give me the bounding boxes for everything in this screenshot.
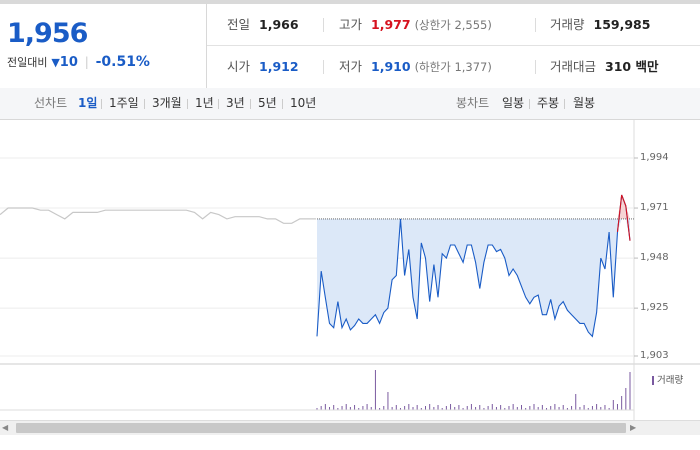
change-row: 전일대비 ▼10 | -0.51% xyxy=(7,54,150,70)
divider xyxy=(282,99,283,109)
prev-day-path xyxy=(0,207,316,224)
amount-label: 거래대금 xyxy=(550,59,597,74)
price-summary: 1,956 전일대비 ▼10 | -0.51% 전일 1,966 고가 1,977(… xyxy=(0,4,700,89)
price-chart-svg xyxy=(0,120,700,420)
today-up-segment xyxy=(625,205,631,241)
today-up-segment xyxy=(621,194,627,207)
scroll-right-arrow-icon[interactable]: ▶ xyxy=(630,423,637,432)
prev-day-line xyxy=(0,207,316,224)
scroll-left-arrow-icon[interactable]: ◀ xyxy=(2,423,9,432)
divider xyxy=(101,99,102,109)
line-chart-caption: 선차트 xyxy=(34,96,68,110)
tab-3y[interactable]: 3년 xyxy=(226,96,245,110)
y-tick-label: 1,948 xyxy=(640,252,669,264)
prev-close-value: 1,966 xyxy=(259,17,299,32)
today-line xyxy=(316,194,634,338)
tab-1y[interactable]: 1년 xyxy=(195,96,214,110)
open-label: 시가 xyxy=(227,59,251,74)
y-tick-label: 1,971 xyxy=(640,202,669,214)
horizontal-scrollbar[interactable]: ◀ ▶ xyxy=(0,420,700,435)
lower-limit: (하한가 1,377) xyxy=(414,60,492,74)
divider xyxy=(323,18,324,32)
divider xyxy=(323,60,324,74)
volume-label: 거래량 xyxy=(550,17,585,32)
volume-value: 159,985 xyxy=(593,17,651,32)
divider xyxy=(529,99,530,109)
volume-legend-label: 거래량 xyxy=(657,375,684,386)
tab-1w[interactable]: 1주일 xyxy=(109,96,139,110)
divider xyxy=(535,60,536,74)
price-chart: 1,994 1,971 1,948 1,925 1,903 거래량 xyxy=(0,120,700,450)
high-cell: 고가 1,977 (상한가 2,555) xyxy=(339,4,492,45)
today-up-area xyxy=(317,195,630,219)
y-tick-label: 1,903 xyxy=(640,350,669,361)
volume-legend-swatch xyxy=(652,376,654,385)
change-label: 전일대비 xyxy=(7,56,48,69)
upper-limit: (상한가 2,555) xyxy=(414,18,492,32)
open-value: 1,912 xyxy=(259,59,299,74)
divider xyxy=(187,99,188,109)
today-path xyxy=(316,194,631,338)
divider xyxy=(535,18,536,32)
tab-weekly-candle[interactable]: 주봉 xyxy=(537,96,560,110)
high-value: 1,977 xyxy=(371,17,411,32)
scroll-thumb[interactable] xyxy=(16,423,626,433)
tab-daily-candle[interactable]: 일봉 xyxy=(502,96,525,110)
low-cell: 저가 1,910 (하한가 1,377) xyxy=(339,46,492,87)
tab-3m[interactable]: 3개월 xyxy=(152,96,182,110)
current-price-box: 1,956 전일대비 ▼10 | -0.51% xyxy=(0,4,207,88)
bottom-strip xyxy=(0,435,700,450)
period-tabs: 선차트 1일 1주일 3개월 1년 3년 5년 10년 봉차트 일봉 주봉 월봉 xyxy=(0,88,700,120)
stats-row-2: 시가 1,912 저가 1,910 (하한가 1,377) 거래대금 310 백만 xyxy=(207,46,700,88)
tab-10y[interactable]: 10년 xyxy=(290,96,317,110)
stats-row-1: 전일 1,966 고가 1,977 (상한가 2,555) 거래량 159,985 xyxy=(207,4,700,46)
divider xyxy=(564,99,565,109)
low-label: 저가 xyxy=(339,59,363,74)
low-value: 1,910 xyxy=(371,59,411,74)
current-price: 1,956 xyxy=(7,18,88,49)
amount-value: 310 백만 xyxy=(605,59,659,74)
tab-1d[interactable]: 1일 xyxy=(78,96,98,110)
high-label: 고가 xyxy=(339,17,363,32)
volume-bars xyxy=(0,370,634,411)
divider xyxy=(218,99,219,109)
prev-close-cell: 전일 1,966 xyxy=(227,4,299,45)
divider: | xyxy=(84,55,89,69)
change-value: 10 xyxy=(59,55,78,70)
candle-chart-caption: 봉차트 xyxy=(456,96,490,110)
y-tick-label: 1,994 xyxy=(640,152,669,163)
today-up-segment xyxy=(616,194,623,233)
tab-5y[interactable]: 5년 xyxy=(258,96,277,110)
volume-cell: 거래량 159,985 xyxy=(550,4,650,45)
divider xyxy=(144,99,145,109)
amount-cell: 거래대금 310 백만 xyxy=(550,46,658,87)
tab-monthly-candle[interactable]: 월봉 xyxy=(573,96,596,110)
top-edge xyxy=(0,0,700,4)
change-percent: -0.51% xyxy=(95,54,150,70)
y-tick-label: 1,925 xyxy=(640,302,669,314)
today-area xyxy=(317,218,630,337)
volume-legend: 거래량 xyxy=(652,372,683,386)
prev-close-label: 전일 xyxy=(227,17,251,32)
divider xyxy=(250,99,251,109)
down-arrow-icon: ▼ xyxy=(51,56,60,69)
open-cell: 시가 1,912 xyxy=(227,46,299,87)
